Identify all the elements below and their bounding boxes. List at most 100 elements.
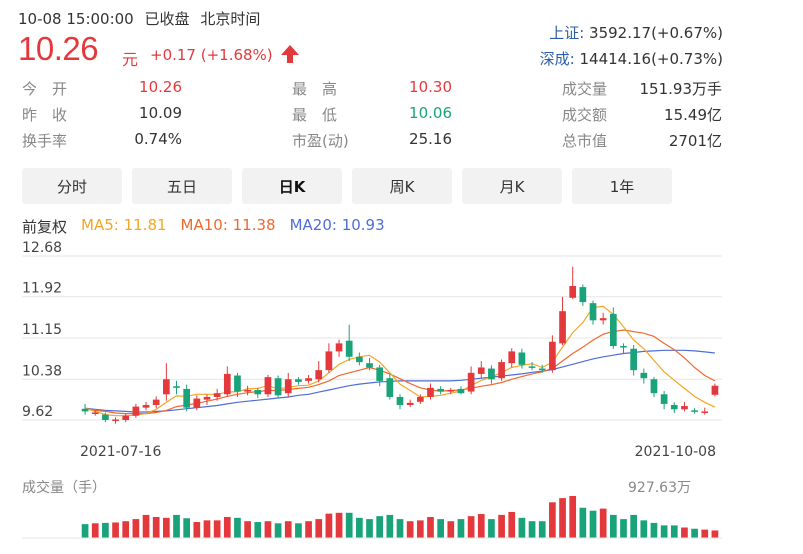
volume-bar — [142, 514, 150, 538]
candle-body — [366, 363, 373, 368]
volume-bar — [447, 521, 455, 538]
candle-body — [670, 404, 678, 410]
volume-bar — [162, 517, 170, 538]
candle-body — [691, 410, 698, 412]
kline-chart[interactable]: 12.68 11.92 11.15 10.38 9.62 2021-07-16 2021-1… — [0, 240, 803, 554]
volume-bar — [264, 521, 272, 538]
candle-body — [447, 389, 455, 392]
candle-body — [295, 379, 302, 382]
x-tick-label: 2021-10-08 — [635, 444, 716, 460]
volume-bar — [254, 522, 262, 538]
volume-bar — [569, 496, 577, 538]
volume-bar — [609, 514, 617, 538]
candle-body — [183, 388, 191, 408]
candle-body — [650, 379, 658, 394]
volume-bar — [599, 508, 607, 538]
candle-body — [569, 286, 577, 298]
candle-body — [660, 394, 668, 404]
candle-body — [274, 378, 282, 396]
volume-bar — [284, 521, 292, 538]
volume-bar — [640, 520, 648, 538]
stat-value: 10.26 — [139, 78, 182, 96]
candle-body — [630, 348, 638, 371]
volume-bar — [508, 511, 516, 538]
period-tabs: 分时 五日 日K 周K 月K 1年 — [22, 168, 672, 204]
price-unit: 元 — [122, 50, 139, 69]
candle-body — [467, 372, 475, 392]
volume-bar — [630, 514, 638, 538]
tab-monthly-k[interactable]: 月K — [462, 168, 562, 204]
stat-value: 10.09 — [139, 104, 182, 122]
volume-bar — [579, 507, 587, 538]
index-shenzhen[interactable]: 深成: 14414.16(+0.73%) — [540, 48, 723, 69]
volume-bar — [132, 519, 140, 538]
candle-body — [112, 419, 119, 421]
volume-bar — [406, 521, 414, 538]
volume-bar — [711, 530, 719, 538]
candle-body — [234, 375, 241, 392]
volume-bar — [122, 521, 130, 538]
volume-bar — [701, 529, 709, 538]
candle-body — [345, 340, 353, 357]
stat-label: 换手率 — [22, 132, 68, 150]
candle-body — [325, 351, 333, 371]
index-shanghai-value: 3592.17(+0.67%) — [589, 24, 723, 42]
candle-body — [620, 346, 627, 348]
volume-bar — [305, 521, 312, 538]
candle-body — [386, 378, 394, 397]
volume-bar — [356, 517, 363, 538]
candle-body — [508, 351, 516, 364]
candle-body — [254, 389, 262, 395]
volume-bar — [91, 523, 99, 538]
volume-bar — [549, 502, 556, 538]
volume-bar — [366, 519, 373, 538]
stat-value: 10.06 — [409, 104, 452, 122]
candle-body — [396, 396, 404, 405]
volume-bar — [315, 519, 323, 538]
candle-body — [437, 388, 444, 392]
volume-bar — [538, 521, 546, 538]
stat-value: 151.93万手 — [639, 80, 723, 98]
index-shanghai[interactable]: 上证: 3592.17(+0.67%) — [549, 22, 723, 43]
index-shanghai-name: 上证: — [549, 24, 585, 42]
candle-body — [132, 406, 140, 416]
candle-body — [538, 368, 546, 371]
candle-body — [711, 385, 719, 395]
tab-intraday[interactable]: 分时 — [22, 168, 122, 204]
tab-weekly-k[interactable]: 周K — [352, 168, 452, 204]
volume-bar — [559, 498, 566, 538]
volume-bar — [345, 512, 353, 538]
stat-value: 0.74% — [134, 130, 182, 148]
volume-bar — [152, 517, 160, 538]
candle-body — [701, 411, 709, 413]
tab-five-day[interactable]: 五日 — [132, 168, 232, 204]
candle-body — [559, 311, 566, 344]
tab-one-year[interactable]: 1年 — [572, 168, 672, 204]
candle-body — [91, 412, 99, 414]
volume-bar — [203, 520, 211, 538]
candle-body — [193, 398, 201, 408]
candle-body — [549, 341, 556, 371]
volume-bar — [620, 519, 627, 538]
volume-bar — [183, 518, 191, 538]
stat-value: 2701亿 — [668, 132, 722, 150]
volume-bar — [518, 517, 526, 538]
y-tick-label: 10.38 — [22, 363, 62, 379]
candle-body — [264, 377, 272, 395]
quote-time: 10-08 15:00:00 — [18, 10, 134, 28]
adjust-mode[interactable]: 前复权 — [22, 218, 68, 236]
volume-bar — [681, 527, 688, 538]
candle-body — [406, 402, 414, 405]
stat-value: 15.49亿 — [664, 106, 722, 124]
candle-body — [477, 367, 485, 374]
volume-bar — [467, 516, 475, 538]
ma-legend: 前复权 MA5: 11.81 MA10: 11.38 MA20: 10.93 — [22, 216, 385, 237]
tab-daily-k[interactable]: 日K — [242, 168, 342, 204]
volume-bar — [102, 522, 109, 538]
candle-body — [284, 379, 292, 394]
price-change: +0.17 (+1.68%) — [150, 46, 273, 64]
candle-body — [223, 373, 231, 395]
ma10-line — [84, 329, 716, 415]
volume-bar — [112, 522, 119, 538]
stat-label: 最 低 — [292, 106, 338, 124]
